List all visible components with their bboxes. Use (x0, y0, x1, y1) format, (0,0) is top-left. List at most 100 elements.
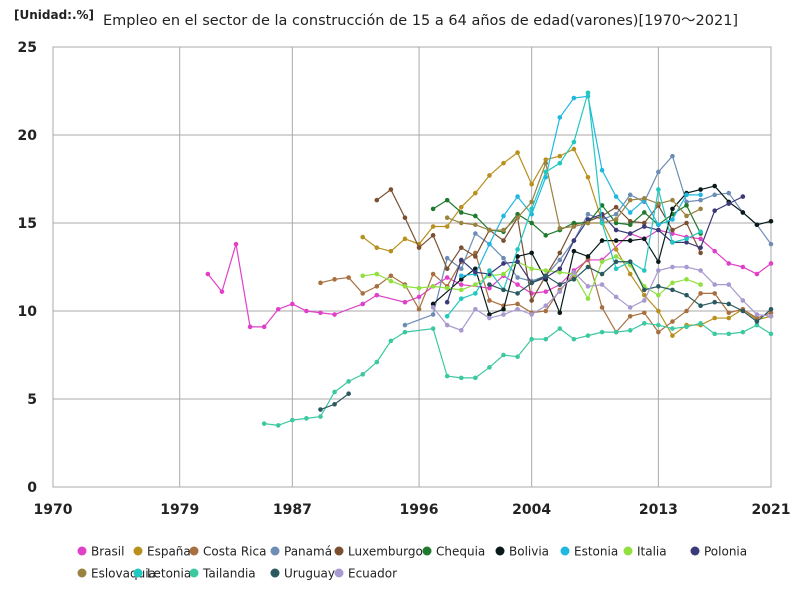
data-point (599, 220, 605, 226)
data-point (627, 305, 633, 310)
x-tick-label: 1996 (400, 502, 439, 518)
data-point (656, 284, 661, 289)
data-point (458, 266, 464, 272)
data-point (473, 291, 478, 296)
data-point (641, 298, 647, 303)
data-point (458, 220, 464, 226)
data-point (458, 296, 464, 301)
data-point (501, 238, 506, 243)
legend-item: Bolivia (495, 545, 549, 559)
data-point (698, 250, 703, 256)
data-point (670, 280, 675, 286)
data-point (754, 315, 760, 321)
data-point (543, 160, 549, 166)
data-point (557, 282, 563, 287)
data-point (571, 95, 577, 101)
legend-label: Brasil (91, 545, 124, 559)
data-point (768, 310, 774, 316)
data-point (670, 240, 675, 245)
data-point (444, 255, 450, 261)
data-point (529, 336, 534, 342)
data-point (726, 190, 732, 196)
data-point (571, 146, 577, 152)
legend-marker (189, 546, 199, 556)
data-point (557, 269, 563, 275)
data-point (543, 169, 549, 175)
data-point (641, 236, 647, 242)
series-ecuador (430, 264, 774, 333)
data-point (571, 139, 577, 145)
data-point (388, 273, 394, 279)
data-point (473, 231, 478, 236)
data-point (487, 365, 492, 370)
data-point (501, 213, 506, 219)
data-point (458, 282, 464, 287)
data-point (430, 326, 436, 331)
data-point (388, 338, 394, 344)
data-point (670, 217, 675, 222)
data-point (487, 312, 492, 317)
data-point (698, 187, 703, 192)
data-point (515, 291, 520, 296)
data-point (670, 153, 675, 159)
data-point (487, 315, 492, 321)
data-point (430, 301, 436, 307)
data-point (332, 277, 337, 282)
data-point (585, 264, 591, 270)
data-point (374, 271, 380, 277)
legend-item: Costa Rica (189, 545, 266, 559)
data-point (684, 236, 689, 242)
data-point (360, 234, 366, 240)
plot-area (52, 46, 772, 488)
data-point (684, 324, 689, 330)
data-point (388, 187, 394, 192)
legend-marker (270, 546, 280, 556)
data-point (656, 308, 661, 314)
data-point (571, 336, 577, 342)
data-point (599, 282, 605, 287)
data-point (402, 329, 408, 335)
data-point (543, 289, 549, 294)
data-point (402, 215, 408, 221)
data-point (698, 192, 703, 198)
legend-marker (560, 546, 570, 556)
data-point (557, 326, 563, 331)
data-point (641, 292, 647, 298)
series-line (461, 95, 701, 277)
data-point (332, 401, 337, 407)
series-tailandia (261, 321, 774, 428)
data-point (670, 206, 675, 212)
data-point (473, 190, 478, 196)
data-point (656, 329, 661, 335)
data-point (571, 269, 577, 275)
data-point (712, 192, 717, 198)
data-point (599, 238, 605, 243)
data-point (599, 167, 605, 173)
data-point (304, 416, 309, 421)
data-point (473, 254, 478, 259)
data-point (740, 210, 746, 215)
data-point (360, 372, 366, 377)
data-point (473, 269, 478, 275)
data-point (557, 289, 563, 294)
data-point (613, 254, 619, 259)
y-tick-label: 25 (18, 40, 37, 56)
data-point (458, 204, 464, 210)
legend-label: Ecuador (348, 567, 397, 581)
data-point (726, 282, 732, 287)
data-point (712, 183, 717, 189)
legend-item: Brasil (77, 545, 124, 559)
x-tick-label: 1987 (273, 502, 312, 518)
data-point (473, 282, 478, 287)
data-point (515, 259, 520, 265)
data-point (726, 310, 732, 316)
data-point (374, 197, 380, 203)
data-point (712, 315, 717, 321)
data-point (627, 192, 633, 198)
data-point (388, 278, 394, 284)
data-point (656, 259, 661, 265)
data-point (768, 241, 774, 247)
data-point (247, 324, 253, 330)
data-point (219, 289, 225, 294)
unit-label: [Unidad:.%] (14, 8, 94, 22)
